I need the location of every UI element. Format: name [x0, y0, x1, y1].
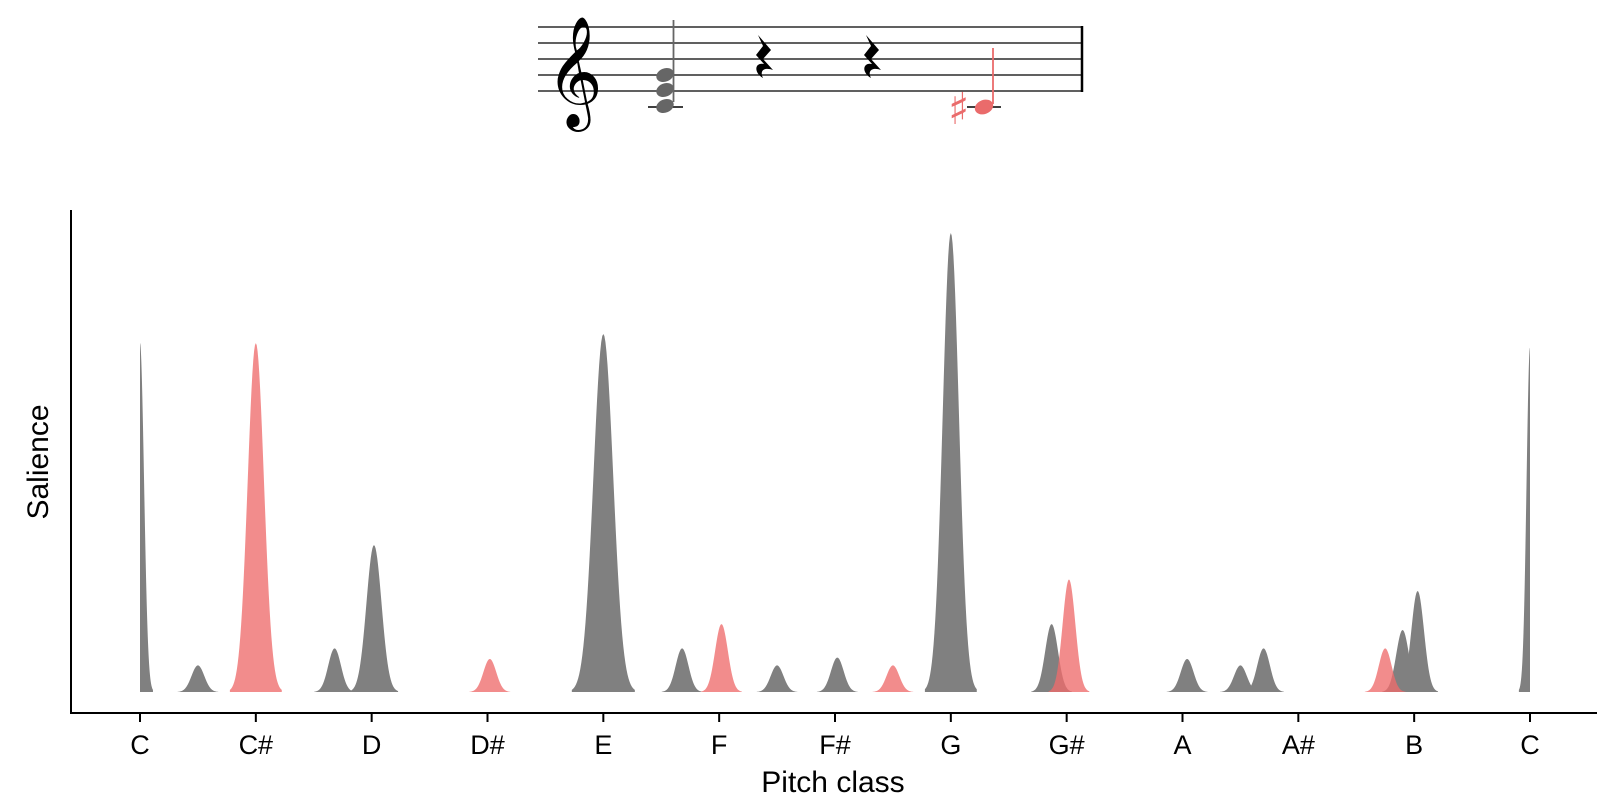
- x-tick-label: C: [130, 730, 150, 760]
- x-tick-label: F#: [819, 730, 851, 760]
- grey-salience-peak: [140, 343, 153, 692]
- sharp-note: ♯: [948, 48, 1001, 135]
- grey-salience-peak: [571, 333, 635, 692]
- grey-salience-peak: [816, 657, 858, 692]
- quarter-rest-icon: [864, 35, 881, 78]
- x-tick-label: D: [362, 730, 382, 760]
- red-salience-peak: [1364, 648, 1406, 692]
- x-tick-label: C#: [239, 730, 274, 760]
- grey-salience-peak: [177, 665, 219, 692]
- x-tick-label: F: [711, 730, 728, 760]
- music-staff: 𝄞 ♯: [538, 15, 1084, 135]
- note-head: [656, 83, 674, 97]
- red-salience-peak: [701, 624, 742, 692]
- x-axis-ticks: C C# D D# E F F# G G# A A# B C: [130, 713, 1540, 760]
- note-head: [974, 99, 994, 115]
- grey-salience-peak: [349, 545, 399, 692]
- x-tick-label: E: [594, 730, 612, 760]
- grey-salience-peak: [1166, 658, 1208, 692]
- quarter-rest-icon: [756, 35, 773, 78]
- x-tick-label: B: [1405, 730, 1423, 760]
- grey-salience-peak: [924, 233, 977, 692]
- note-head: [656, 68, 674, 82]
- grey-salience-peak: [1243, 648, 1284, 692]
- note-head: [656, 99, 674, 113]
- y-axis-title: Salience: [22, 404, 55, 519]
- x-tick-label: D#: [470, 730, 505, 760]
- x-tick-label: G#: [1049, 730, 1085, 760]
- chord-note: [648, 20, 683, 113]
- red-salience-peak: [469, 658, 511, 692]
- red-salience-peak: [1048, 579, 1090, 692]
- x-axis-title: Pitch class: [761, 766, 904, 798]
- grey-salience-peak: [1220, 665, 1261, 692]
- x-tick-label: C: [1520, 730, 1540, 760]
- density-layer: [140, 233, 1530, 692]
- grey-salience-peak: [756, 665, 798, 692]
- grey-salience-peak: [661, 648, 703, 692]
- sharp-icon: ♯: [948, 84, 969, 135]
- grey-salience-peak: [1518, 347, 1530, 692]
- grey-salience-peak: [314, 648, 355, 692]
- x-tick-label: A#: [1282, 730, 1315, 760]
- grey-salience-peak: [1397, 591, 1439, 692]
- x-tick-label: A: [1173, 730, 1191, 760]
- red-salience-peak: [872, 665, 914, 692]
- red-salience-peak: [229, 343, 282, 692]
- x-tick-label: G: [940, 730, 961, 760]
- treble-clef-icon: 𝄞: [546, 15, 603, 132]
